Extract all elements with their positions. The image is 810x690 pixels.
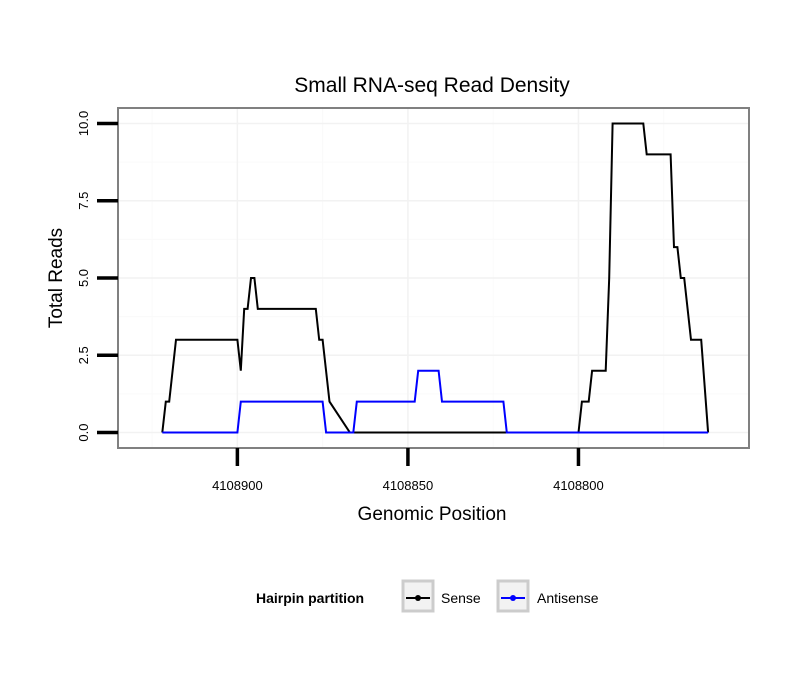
legend-title: Hairpin partition	[256, 590, 364, 606]
legend-antisense-point	[510, 595, 516, 601]
y-tick-label: 7.5	[76, 192, 91, 210]
y-tick-label: 10.0	[76, 111, 91, 136]
legend-label-antisense: Antisense	[537, 590, 599, 606]
legend: Hairpin partition Sense Antisense	[256, 579, 599, 613]
y-tick-label: 2.5	[76, 346, 91, 364]
series-line-sense	[161, 122, 710, 434]
y-tick-label: 0.0	[76, 424, 91, 442]
y-tick-label: 5.0	[76, 269, 91, 287]
legend-sense-point	[415, 595, 421, 601]
x-axis-title: Genomic Position	[358, 504, 507, 525]
y-axis-title: Total Reads	[46, 228, 67, 328]
chart-title: Small RNA-seq Read Density	[294, 74, 570, 97]
legend-key-sense	[401, 579, 435, 613]
plot-panel: 0.0 2.5 5.0 7.5 10.0 4108900 4108850 4108800	[76, 107, 750, 493]
series-line-antisense	[162, 369, 709, 434]
x-tick-label: 4108900	[212, 478, 263, 493]
legend-label-sense: Sense	[441, 590, 481, 606]
x-tick-label: 4108850	[383, 478, 434, 493]
x-tick-label: 4108800	[553, 478, 604, 493]
